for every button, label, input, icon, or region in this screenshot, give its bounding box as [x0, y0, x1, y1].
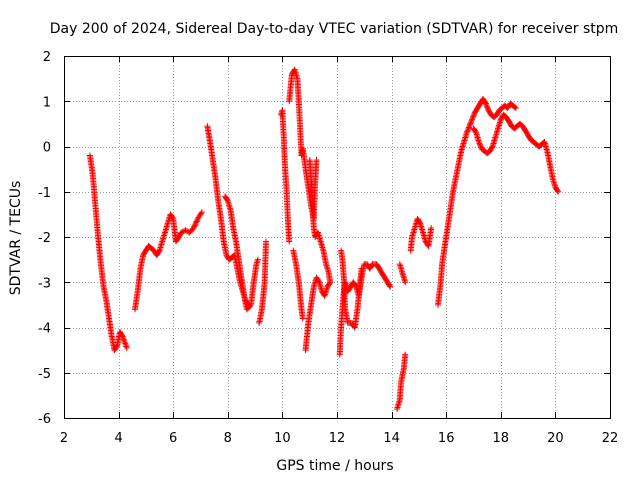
data-point-marker: [119, 333, 126, 340]
data-point-marker: [472, 128, 479, 135]
y-tick-label: -1: [38, 186, 51, 201]
x-tick-label: 2: [60, 431, 68, 446]
data-point-marker: [464, 127, 471, 134]
data-point-marker: [402, 279, 409, 286]
data-point-marker: [428, 224, 435, 231]
data-point-marker: [483, 101, 490, 108]
x-tick-label: 4: [114, 431, 122, 446]
data-point-marker: [476, 140, 483, 147]
data-markers: [86, 66, 562, 412]
data-point-marker: [155, 248, 162, 255]
x-tick-label: 20: [547, 431, 564, 446]
data-point-marker: [402, 351, 409, 358]
chart-title: Day 200 of 2024, Sidereal Day-to-day VTE…: [50, 21, 619, 37]
data-point-marker: [470, 113, 477, 120]
data-point-marker: [113, 343, 120, 350]
data-point-marker: [466, 123, 473, 130]
y-tick-label: -6: [38, 412, 51, 427]
data-point-marker: [122, 340, 129, 347]
data-point-marker: [313, 157, 320, 164]
data-point-marker: [122, 342, 129, 349]
data-point-marker: [299, 315, 306, 322]
data-point-marker: [169, 214, 176, 221]
data-point-marker: [482, 100, 489, 107]
data-point-marker: [358, 265, 365, 272]
data-point-marker: [193, 218, 200, 225]
data-point-marker: [194, 217, 201, 224]
data-point-marker: [475, 138, 482, 145]
data-point-marker: [123, 343, 130, 350]
data-point-marker: [263, 238, 270, 245]
data-point-marker: [120, 334, 127, 341]
data-point-marker: [477, 141, 484, 148]
data-point-marker: [190, 224, 197, 231]
data-point-marker: [512, 105, 519, 112]
data-point-marker: [466, 121, 473, 128]
data-point-marker: [465, 125, 472, 132]
x-tick-label: 16: [438, 431, 455, 446]
data-point-marker: [555, 188, 562, 195]
data-point-marker: [416, 219, 423, 226]
data-point-marker: [121, 337, 128, 344]
grid: [64, 56, 611, 419]
data-point-marker: [468, 117, 475, 124]
data-point-marker: [469, 116, 476, 123]
data-point-marker: [465, 124, 472, 131]
y-tick-label: -2: [38, 231, 51, 246]
data-point-marker: [468, 119, 475, 126]
data-point-marker: [467, 120, 474, 127]
y-tick-label: -4: [38, 322, 51, 337]
y-tick-label: -3: [38, 276, 51, 291]
y-tick-label: 0: [43, 141, 51, 156]
data-point-marker: [119, 332, 126, 339]
data-point-marker: [511, 104, 518, 111]
data-point-marker: [198, 209, 205, 216]
y-tick-label: -5: [38, 367, 51, 382]
data-point-marker: [488, 144, 495, 151]
data-point-marker: [464, 128, 471, 135]
data-point-marker: [121, 339, 128, 346]
data-point-marker: [224, 196, 231, 203]
data-point-marker: [254, 256, 261, 263]
data-point-marker: [463, 129, 470, 136]
data-point-marker: [246, 303, 253, 310]
data-point-marker: [198, 210, 205, 217]
data-point-marker: [554, 187, 561, 194]
y-axis-label: SDTVAR / TECUs: [8, 181, 24, 296]
x-tick-label: 8: [224, 431, 232, 446]
x-tick-label: 10: [274, 431, 291, 446]
x-tick-label: 14: [383, 431, 400, 446]
data-point-marker: [120, 336, 127, 343]
x-axis-label: GPS time / hours: [276, 458, 393, 474]
x-tick-label: 12: [329, 431, 346, 446]
x-tick-label: 6: [169, 431, 177, 446]
data-point-marker: [193, 219, 200, 226]
data-point-marker: [123, 344, 130, 351]
data-point-marker: [387, 283, 394, 290]
data-point-marker: [477, 143, 484, 150]
data-point-marker: [315, 278, 322, 285]
data-point-marker: [286, 238, 293, 245]
x-tick-label: 18: [493, 431, 510, 446]
data-point-marker: [327, 279, 334, 286]
x-tick-label: 22: [602, 431, 619, 446]
data-point-marker: [386, 282, 393, 289]
data-point-marker: [483, 103, 490, 110]
y-tick-label: 1: [43, 95, 51, 110]
data-point-marker: [470, 112, 477, 119]
data-point-marker: [484, 104, 491, 111]
data-point-marker: [192, 221, 199, 228]
data-point-marker: [191, 222, 198, 229]
y-tick-label: 2: [43, 50, 51, 65]
data-point-marker: [469, 114, 476, 121]
data-point-marker: [191, 223, 198, 230]
